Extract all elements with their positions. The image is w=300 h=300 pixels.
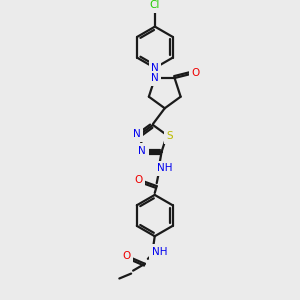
Text: N: N xyxy=(151,73,159,83)
Text: O: O xyxy=(122,251,130,261)
Text: N: N xyxy=(151,63,159,73)
Text: Cl: Cl xyxy=(150,0,160,10)
Text: O: O xyxy=(134,175,142,185)
Text: S: S xyxy=(167,131,173,141)
Text: NH: NH xyxy=(152,247,167,257)
Text: N: N xyxy=(133,129,141,139)
Text: N: N xyxy=(138,146,146,156)
Text: O: O xyxy=(191,68,200,78)
Text: NH: NH xyxy=(157,164,172,173)
